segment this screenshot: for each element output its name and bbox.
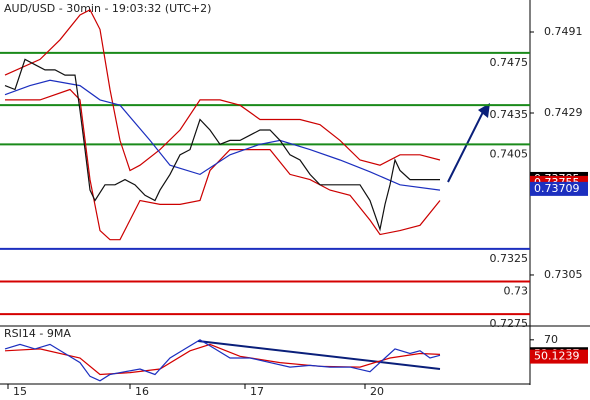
y-tick-label: 0.7305 <box>544 268 583 281</box>
rsi-trendline <box>197 340 441 370</box>
y-tick-label: 0.7429 <box>544 106 583 119</box>
series-line <box>4 79 441 191</box>
series-line <box>4 343 441 376</box>
level-label: 0.7435 <box>490 108 529 121</box>
series-line <box>4 8 441 172</box>
value-box <box>530 181 588 196</box>
level-label: 0.73 <box>504 285 529 298</box>
x-tick-label: 20 <box>370 385 384 398</box>
y-tick-label: 70 <box>544 333 558 346</box>
level-label: 0.7475 <box>490 56 529 69</box>
series-line <box>5 88 441 241</box>
series-line <box>4 58 440 232</box>
x-tick-label: 17 <box>250 385 264 398</box>
y-tick-label: 0.7491 <box>544 25 583 38</box>
value-box-label: 0.73709 <box>534 182 580 195</box>
level-label: 0.7405 <box>490 147 529 160</box>
level-label: 0.7275 <box>490 317 529 330</box>
x-tick-label: 15 <box>13 385 27 398</box>
chart-title: AUD/USD - 30min - 19:03:32 (UTC+2) <box>4 2 211 15</box>
rsi-title: RSI14 - 9MA <box>4 327 71 340</box>
value-box <box>530 349 588 364</box>
series-line <box>4 339 441 382</box>
value-box-label: 50.1239 <box>534 350 580 363</box>
level-label: 0.7325 <box>490 252 529 265</box>
arrow-head <box>478 103 490 118</box>
x-tick-label: 16 <box>135 385 149 398</box>
